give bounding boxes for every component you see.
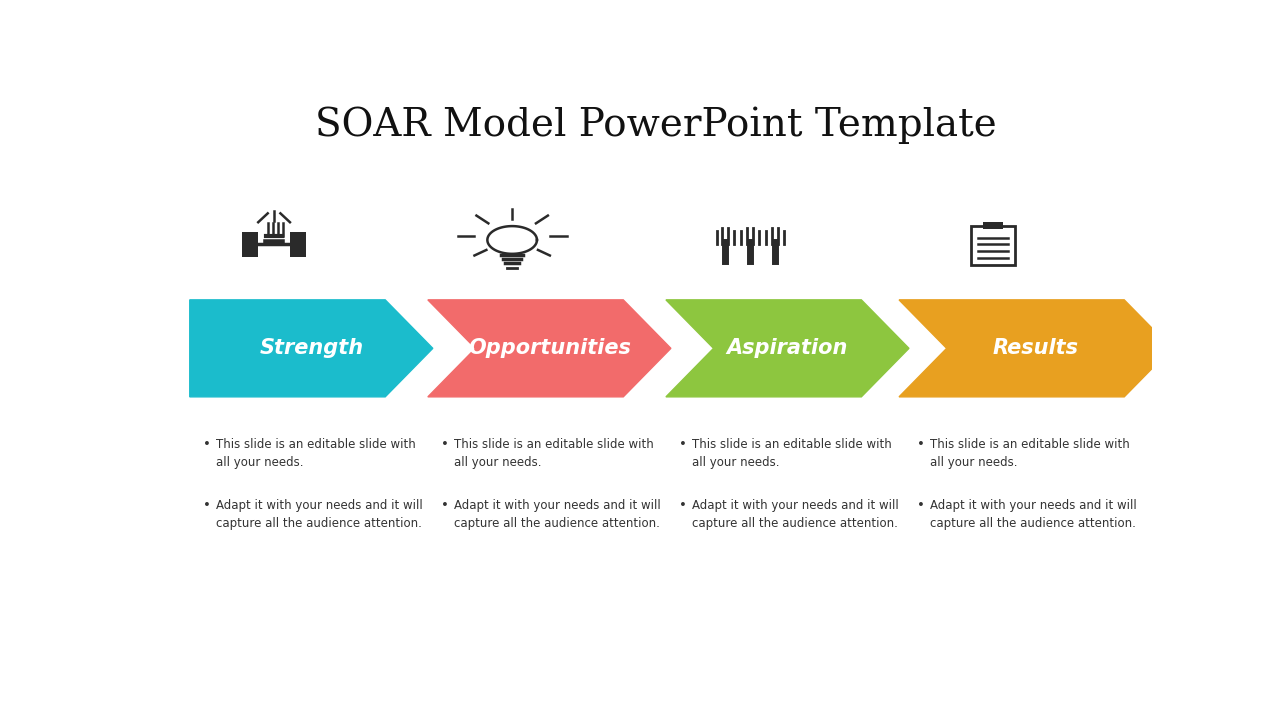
Text: •: • (678, 500, 686, 513)
Text: Adapt it with your needs and it will
capture all the audience attention.: Adapt it with your needs and it will cap… (691, 500, 899, 531)
Bar (298, 233, 306, 256)
Polygon shape (899, 300, 1172, 397)
Text: •: • (916, 438, 924, 451)
Text: This slide is an editable slide with
all your needs.: This slide is an editable slide with all… (215, 438, 415, 469)
Bar (251, 233, 259, 256)
Polygon shape (428, 300, 671, 397)
Text: •: • (916, 500, 924, 513)
Text: Adapt it with your needs and it will
capture all the audience attention.: Adapt it with your needs and it will cap… (215, 500, 422, 531)
Text: This slide is an editable slide with
all your needs.: This slide is an editable slide with all… (929, 438, 1129, 469)
Bar (242, 233, 251, 256)
Text: •: • (202, 438, 210, 451)
Text: •: • (440, 438, 448, 451)
Text: •: • (440, 500, 448, 513)
Text: Adapt it with your needs and it will
capture all the audience attention.: Adapt it with your needs and it will cap… (929, 500, 1137, 531)
Text: SOAR Model PowerPoint Template: SOAR Model PowerPoint Template (315, 107, 997, 144)
Text: Adapt it with your needs and it will
capture all the audience attention.: Adapt it with your needs and it will cap… (453, 500, 660, 531)
Polygon shape (666, 300, 909, 397)
Text: Strength: Strength (260, 338, 364, 359)
Polygon shape (189, 300, 433, 397)
FancyBboxPatch shape (983, 222, 1004, 229)
Text: This slide is an editable slide with
all your needs.: This slide is an editable slide with all… (453, 438, 653, 469)
Bar (291, 233, 298, 256)
Text: •: • (678, 438, 686, 451)
Text: Results: Results (992, 338, 1079, 359)
Text: Opportunities: Opportunities (468, 338, 631, 359)
Text: Aspiration: Aspiration (727, 338, 849, 359)
Text: This slide is an editable slide with
all your needs.: This slide is an editable slide with all… (691, 438, 891, 469)
Text: •: • (202, 500, 210, 513)
